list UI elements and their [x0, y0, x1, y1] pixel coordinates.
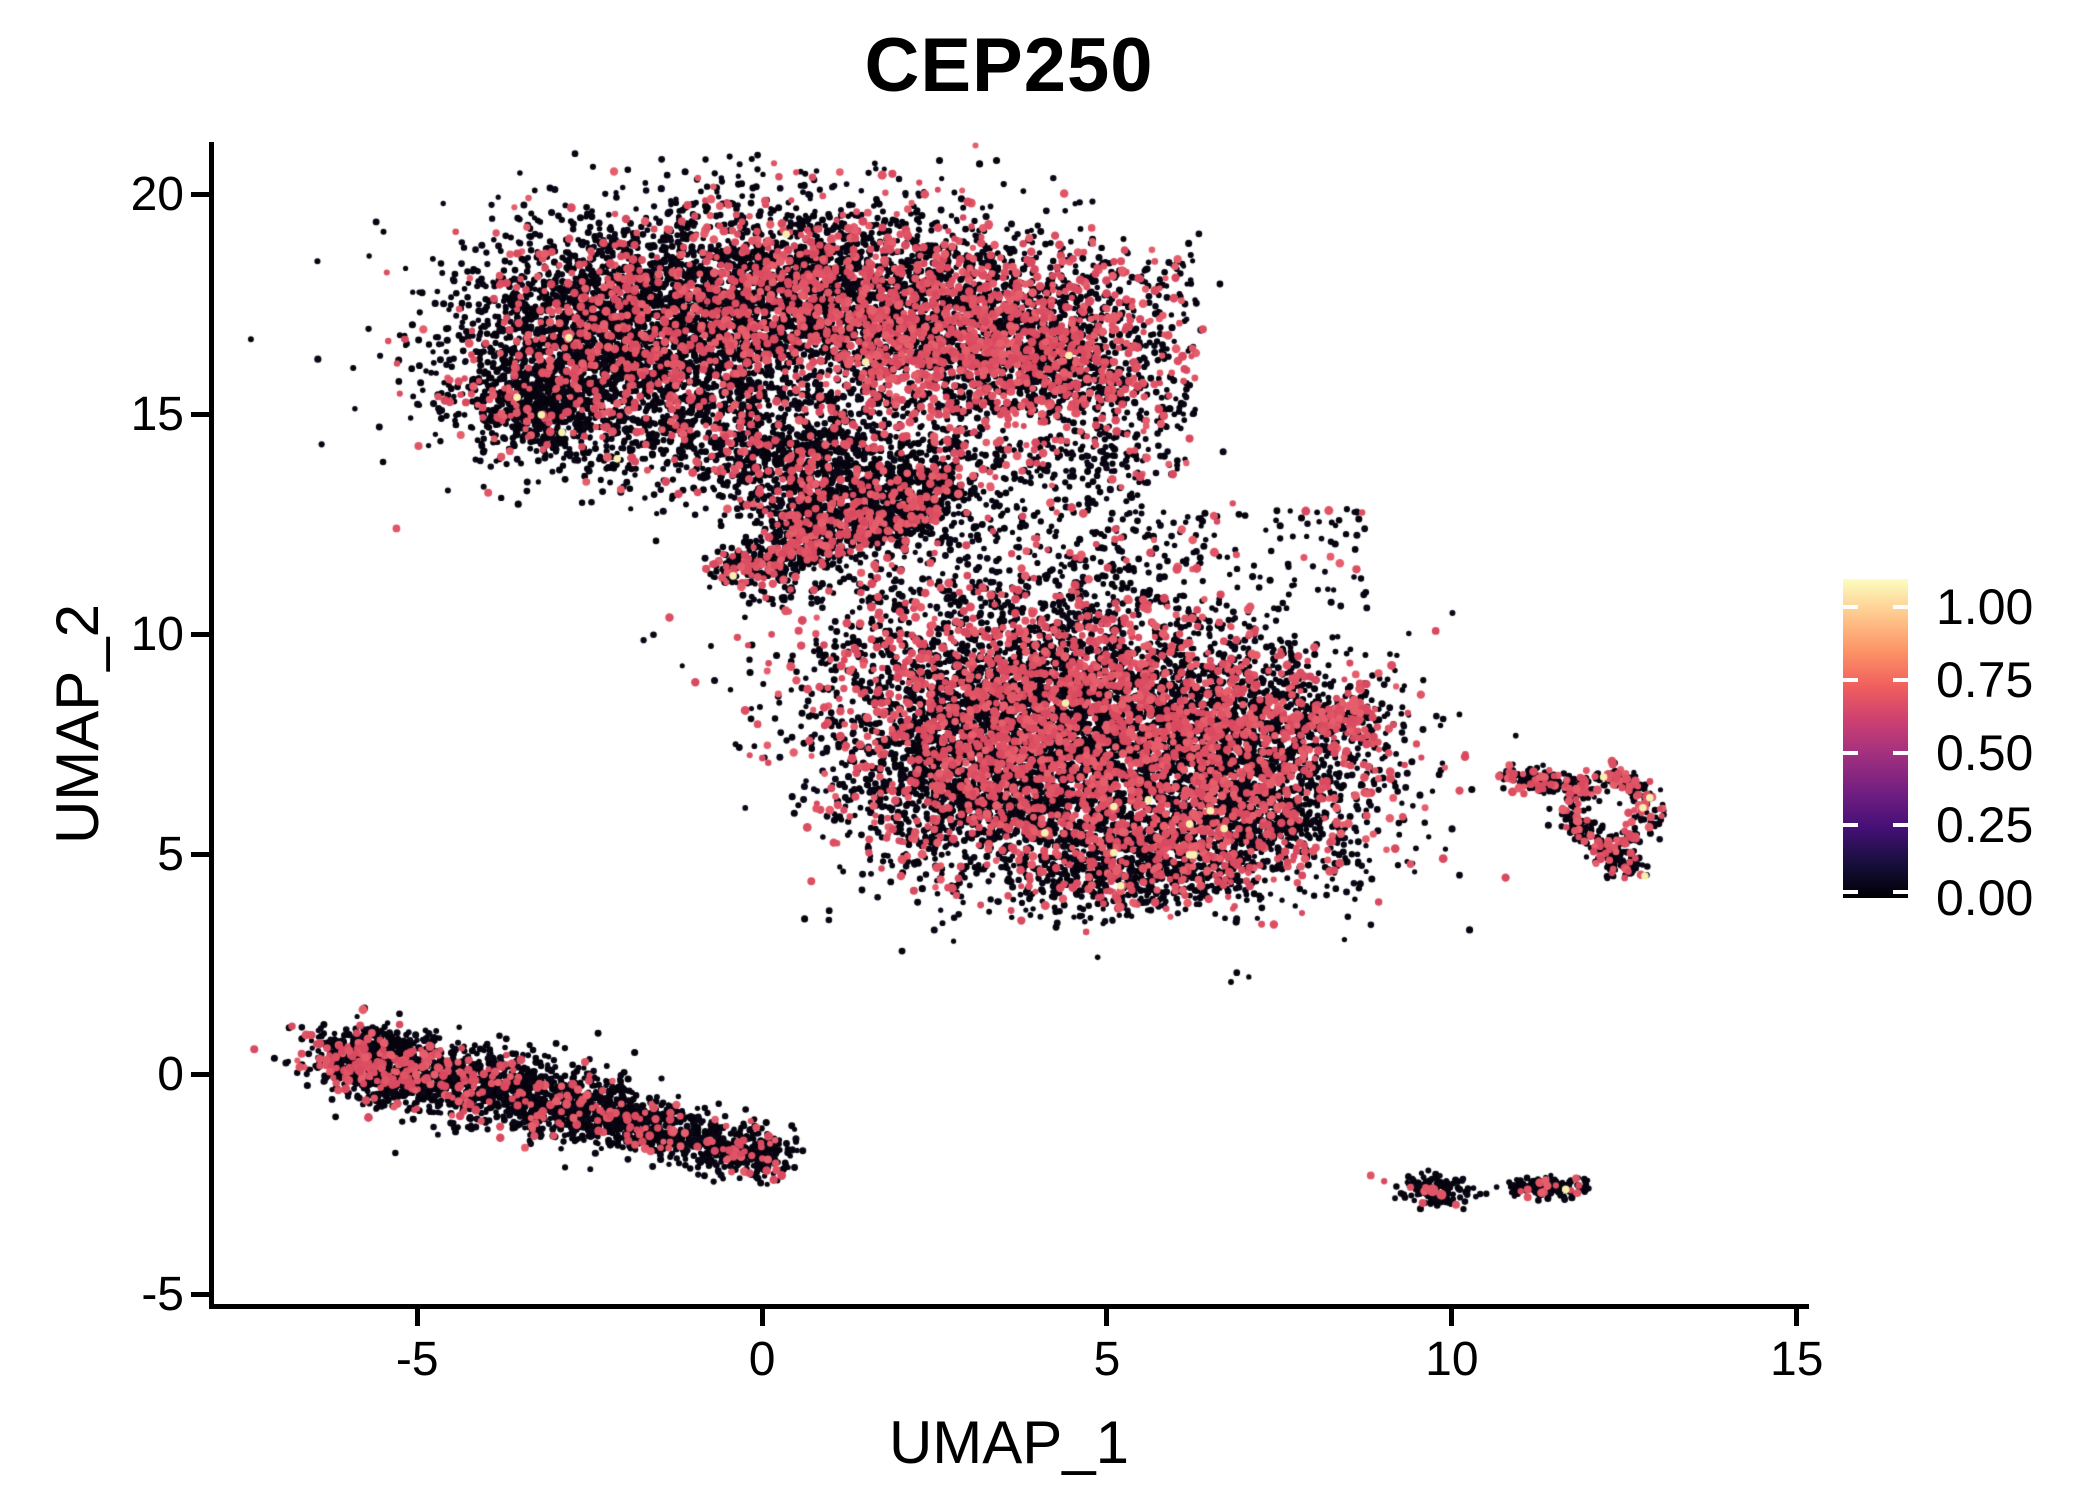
colorbar-tick-mark [1843, 823, 1858, 828]
y-tick-label: 20 [130, 167, 184, 221]
colorbar-tick-mark [1843, 890, 1858, 894]
colorbar-tick-mark [1893, 823, 1908, 828]
x-tick-label: 5 [1093, 1333, 1121, 1386]
y-tick-label: 10 [130, 607, 184, 661]
y-tick-mark [191, 632, 211, 638]
x-tick-label: 15 [1770, 1333, 1824, 1386]
y-tick-label: 0 [157, 1047, 184, 1101]
colorbar-tick-mark [1893, 890, 1908, 894]
colorbar-tick-mark [1843, 750, 1858, 755]
y-axis-line [209, 142, 214, 1309]
x-tick-mark [759, 1306, 765, 1326]
y-tick-mark [191, 412, 211, 418]
x-axis-label: UMAP_1 [888, 1409, 1130, 1476]
x-axis-line [209, 1304, 1809, 1309]
colorbar-tick-label: 0.50 [1936, 724, 2034, 781]
colorbar-gradient [1843, 579, 1908, 898]
x-tick-mark [414, 1306, 420, 1326]
colorbar-tick-mark [1843, 605, 1858, 610]
x-tick-mark [1794, 1306, 1800, 1326]
colorbar-tick-label: 0.25 [1936, 797, 2034, 854]
y-tick-label: 15 [130, 387, 184, 441]
y-axis-label: UMAP_2 [44, 603, 111, 845]
y-tick-mark [191, 192, 211, 198]
colorbar-tick-mark [1893, 605, 1908, 610]
colorbar-tick-label: 1.00 [1936, 579, 2034, 636]
colorbar-tick-mark [1893, 677, 1908, 682]
y-tick-label: -5 [141, 1267, 184, 1321]
colorbar-tick-label: 0.00 [1936, 870, 2034, 926]
x-tick-label: 0 [748, 1333, 776, 1386]
plot-title: CEP250 [864, 23, 1154, 108]
colorbar-tick-mark [1893, 750, 1908, 755]
x-tick-mark [1104, 1306, 1110, 1326]
y-tick-label: 5 [157, 827, 184, 881]
colorbar-tick-mark [1843, 677, 1858, 682]
y-tick-mark [191, 852, 211, 858]
x-tick-label: 10 [1425, 1333, 1479, 1386]
y-tick-mark [191, 1292, 211, 1298]
x-tick-label: -5 [395, 1333, 439, 1386]
y-tick-mark [191, 1072, 211, 1078]
colorbar-tick-label: 0.75 [1936, 651, 2034, 708]
x-tick-mark [1449, 1306, 1455, 1326]
